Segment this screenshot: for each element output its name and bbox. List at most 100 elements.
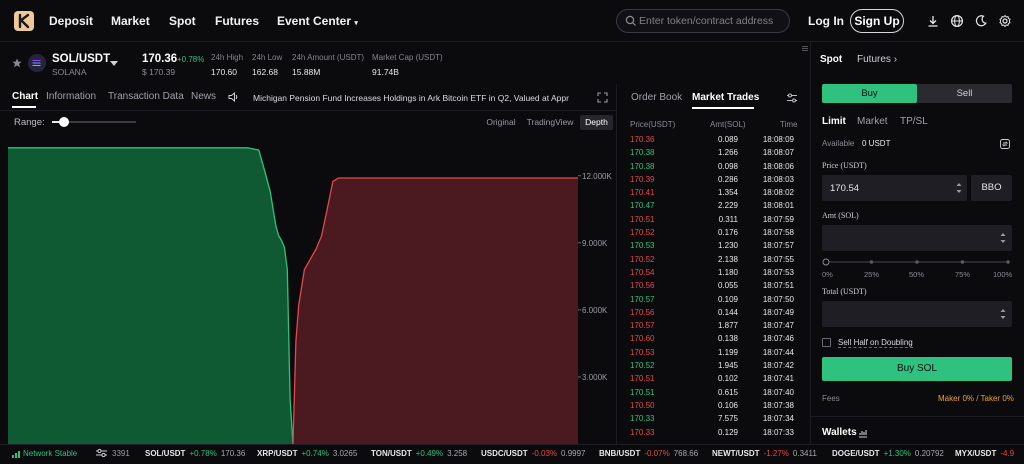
favorite-star-icon[interactable] [12,58,22,68]
buy-sol-button[interactable]: Buy SOL [822,357,1012,381]
range-slider-track[interactable] [52,121,136,123]
bbo-button[interactable]: BBO [971,175,1012,201]
sol-token-icon [28,54,46,72]
sell-toggle-button[interactable]: Sell [956,88,973,99]
trade-time: 18:07:33 [762,427,794,437]
percent-50[interactable]: 50% [909,270,925,279]
trade-amount: 0.102 [717,374,738,384]
nav-spot[interactable]: Spot [169,14,196,28]
divider [811,416,1024,417]
percent-75[interactable]: 75% [955,270,971,279]
ticker-item[interactable]: DOGE/USDT +1.30% 0.20792 [832,449,944,458]
percent-0[interactable]: 0% [822,270,833,279]
trade-price: 170.39 [630,174,655,184]
tab-chart[interactable]: Chart [12,91,39,102]
ticker-item[interactable]: BNB/USDT -0.07% 768.66 [599,449,698,458]
sell-half-checkbox[interactable] [822,338,831,347]
stepper-icon[interactable] [955,180,963,196]
bid-depth-area [8,147,293,444]
download-icon[interactable] [926,14,940,28]
ticker-item[interactable]: USDC/USDT -0.03% 0.9997 [481,449,586,458]
sliders-icon[interactable] [786,92,798,104]
signup-button[interactable]: Sign Up [850,9,904,33]
adjust-icon[interactable] [96,448,107,458]
nav-futures[interactable]: Futures [215,14,260,28]
news-headline[interactable]: Michigan Pension Fund Increases Holdings… [253,93,569,103]
buy-toggle-button[interactable]: Buy [822,84,917,103]
ticker-item[interactable]: NEWT/USDT -1.27% 0.3411 [712,449,817,458]
tab-transaction-data[interactable]: Transaction Data [108,91,184,102]
chevron-right-icon: › [893,54,898,65]
order-type-market[interactable]: Market [857,116,888,127]
nav-market[interactable]: Market [111,14,150,28]
transfer-icon[interactable] [1000,139,1010,149]
trade-price: 170.51 [630,387,655,397]
trade-time: 18:08:01 [762,201,794,211]
login-link[interactable]: Log In [808,14,844,28]
wallets-title: Wallets [822,427,857,438]
range-slider-handle[interactable] [58,117,69,127]
order-type-limit[interactable]: Limit [822,116,846,127]
trade-amount: 1.266 [717,148,738,158]
order-type-tpsl[interactable]: TP/SL [900,116,928,127]
sell-half-label[interactable]: Sell Half on Doubling [838,338,913,348]
logo-icon[interactable] [14,11,34,31]
tab-information[interactable]: Information [46,91,97,102]
trade-price: 170.36 [630,135,655,144]
ticker-item[interactable]: TON/USDT +0.49% 3.258 [371,449,467,458]
trade-amount: 0.109 [717,294,738,304]
amount-label: Amt (SOL) [822,211,859,220]
search-box[interactable] [616,9,790,33]
ticker-change: -0.07% [644,449,670,458]
ticker-item[interactable]: MYX/USDT -4.9 [955,449,1014,458]
amount-percent-slider[interactable] [822,258,1012,266]
stepper-icon[interactable] [999,230,1007,246]
stepper-icon[interactable] [999,306,1007,322]
trade-amount: 0.055 [717,281,738,291]
bottom-ticker-bar [0,444,1024,464]
chart-bars-icon[interactable] [858,428,868,438]
stat-label: 24h Low [252,53,283,62]
view-original[interactable]: Original [486,117,516,127]
depth-chart[interactable]: 3.000K 6.000K 9.000K 12.000K [0,140,616,444]
tab-spot[interactable]: Spot [820,54,843,65]
expand-icon[interactable] [597,92,608,103]
price-input-value: 170.54 [830,183,860,194]
price-input[interactable]: 170.54 [822,175,967,201]
trade-time: 18:07:58 [762,228,794,238]
fees-value[interactable]: Maker 0% / Taker 0% [938,394,1014,403]
trade-price: 170.51 [630,214,655,224]
y-tick-label: 12.000K [582,172,612,181]
trade-price: 170.50 [630,400,655,410]
search-input[interactable] [639,13,785,29]
ticker-item[interactable]: XRP/USDT +0.74% 3.0265 [257,449,357,458]
tab-order-book[interactable]: Order Book [631,92,683,103]
tab-market-trades[interactable]: Market Trades [692,92,760,103]
moon-icon[interactable] [974,14,988,28]
amount-input[interactable] [822,225,1012,251]
globe-icon[interactable] [950,14,964,28]
trade-row: 170.33 7.575 18:07:34 [620,414,800,427]
tab-news[interactable]: News [191,91,217,102]
view-tradingview[interactable]: TradingView [526,117,574,127]
panel-handle[interactable] [802,40,808,444]
nav-event-center[interactable]: Event Center ▾ [277,14,358,28]
gear-icon[interactable] [998,14,1012,28]
tab-futures[interactable]: Futures › [857,54,897,65]
view-depth[interactable]: Depth [580,115,613,130]
ticker-change: -4.9 [1000,449,1015,458]
ticker-symbol: TON/USDT [371,449,412,458]
pair-symbol[interactable]: SOL/USDT [52,53,111,65]
percent-100[interactable]: 100% [993,270,1013,279]
total-label: Total (USDT) [822,287,867,296]
trade-time: 18:07:34 [762,414,794,424]
nav-deposit[interactable]: Deposit [49,14,94,28]
trade-amount: 0.138 [717,334,738,344]
trade-row: 170.52 2.138 18:07:55 [620,255,800,268]
percent-25[interactable]: 25% [864,270,880,279]
total-input[interactable] [822,301,1012,327]
column-header-price: Price(USDT) [630,120,676,129]
pair-dropdown-icon[interactable] [110,61,118,67]
range-label: Range: [14,117,45,128]
ticker-item[interactable]: SOL/USDT +0.78% 170.36 [145,449,245,458]
